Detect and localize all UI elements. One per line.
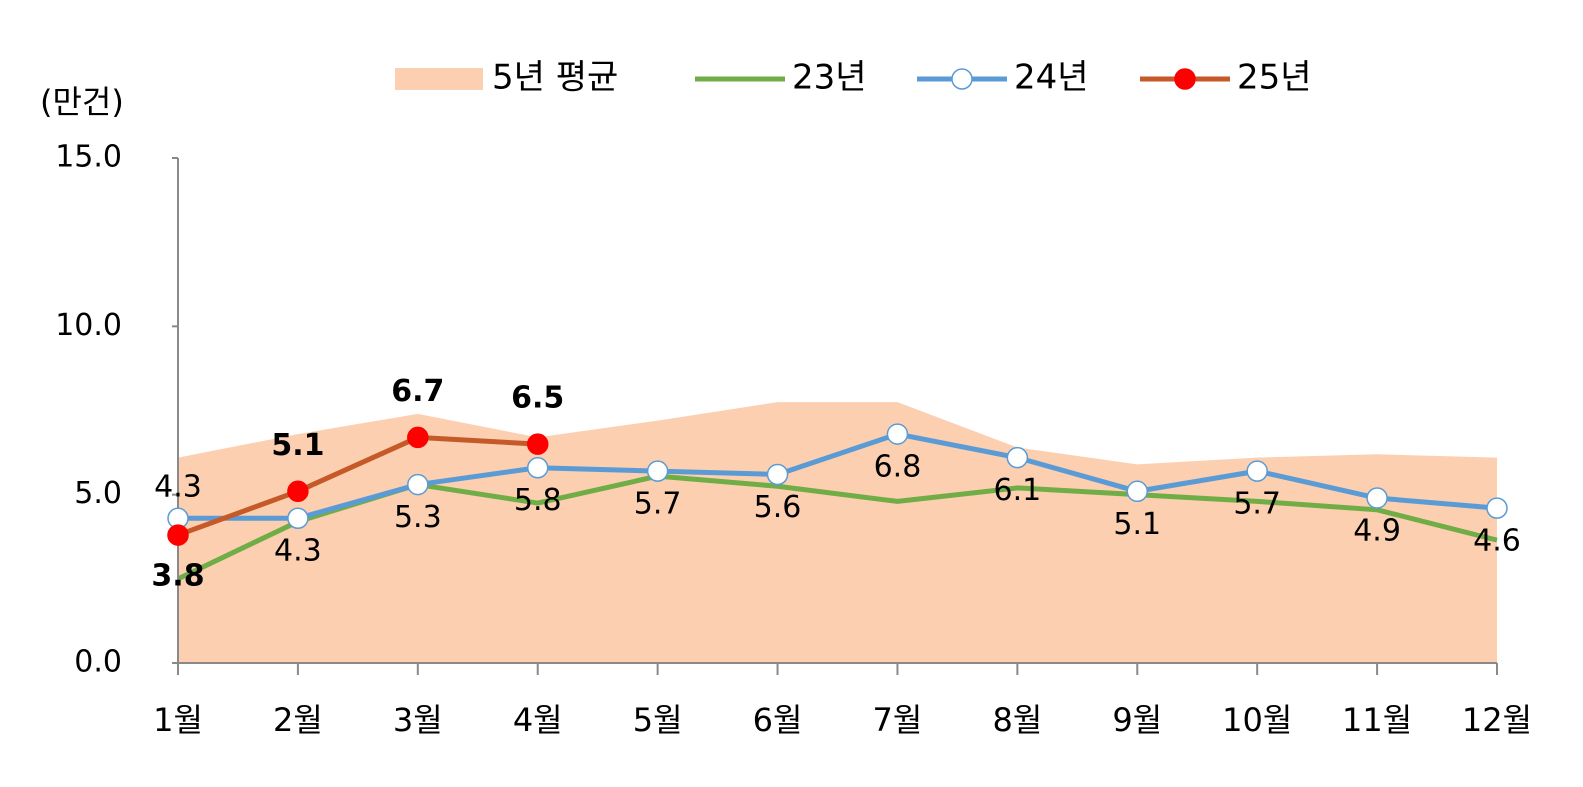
x-tick-label: 6월 [753, 701, 803, 739]
x-tick-label: 4월 [513, 701, 563, 739]
legend-swatch [395, 68, 483, 90]
marker [287, 480, 309, 503]
line [178, 431, 1498, 521]
data-label: 3.8 [151, 559, 204, 594]
legend-marker [951, 68, 973, 90]
x-tick-label: 8월 [992, 701, 1042, 739]
x-tick-label: 10월 [1222, 701, 1292, 739]
marker [886, 423, 909, 445]
x-tick-label: 1월 [153, 701, 203, 739]
data-label: 5.3 [394, 500, 442, 535]
data-label: 5.8 [514, 483, 562, 518]
y-tick-label: 5.0 [74, 476, 122, 511]
x-tick-label: 9월 [1112, 701, 1162, 739]
marker [167, 524, 189, 546]
y-tick-label: 15.0 [55, 140, 122, 175]
y-tick-label: 10.0 [55, 308, 122, 343]
data-label: 6.7 [391, 374, 444, 409]
data-label: 6.5 [511, 381, 564, 416]
legend-label: 23년 [792, 58, 867, 98]
legend-label: 5년 평균 [492, 58, 618, 98]
marker [766, 463, 789, 486]
legend-marker [1174, 68, 1196, 90]
data-label: 6.1 [994, 473, 1042, 508]
marker [1366, 487, 1388, 509]
data-label: 5.1 [271, 428, 324, 463]
area [178, 402, 1497, 663]
data-label: 4.3 [274, 534, 322, 569]
marker [1486, 497, 1508, 519]
marker [526, 433, 549, 455]
x-tick-label: 7월 [873, 701, 923, 739]
data-label: 6.8 [874, 450, 922, 485]
x-tick-label: 12월 [1462, 701, 1532, 739]
y-tick-label: 0.0 [74, 645, 122, 680]
marker [287, 507, 309, 529]
marker [1006, 446, 1029, 469]
legend-label: 24년 [1014, 58, 1089, 98]
marker [526, 456, 549, 479]
marker [646, 460, 669, 482]
y-axis-label: (만건) [40, 83, 124, 121]
line [177, 434, 538, 538]
x-tick-label: 11월 [1342, 701, 1412, 739]
marker [407, 426, 429, 449]
x-tick-label: 5월 [633, 701, 683, 739]
data-label: 4.9 [1353, 514, 1401, 549]
data-label: 5.7 [1233, 487, 1281, 522]
marker [407, 473, 429, 496]
data-label: 5.1 [1113, 507, 1161, 542]
data-label: 5.6 [754, 490, 802, 525]
data-label: 4.6 [1473, 524, 1521, 559]
x-tick-label: 2월 [273, 701, 323, 739]
marker [1246, 460, 1268, 482]
data-label: 4.3 [154, 470, 202, 505]
marker [1126, 480, 1149, 503]
data-label: 5.7 [634, 487, 682, 522]
x-tick-label: 3월 [393, 701, 443, 739]
legend-label: 25년 [1237, 58, 1312, 98]
